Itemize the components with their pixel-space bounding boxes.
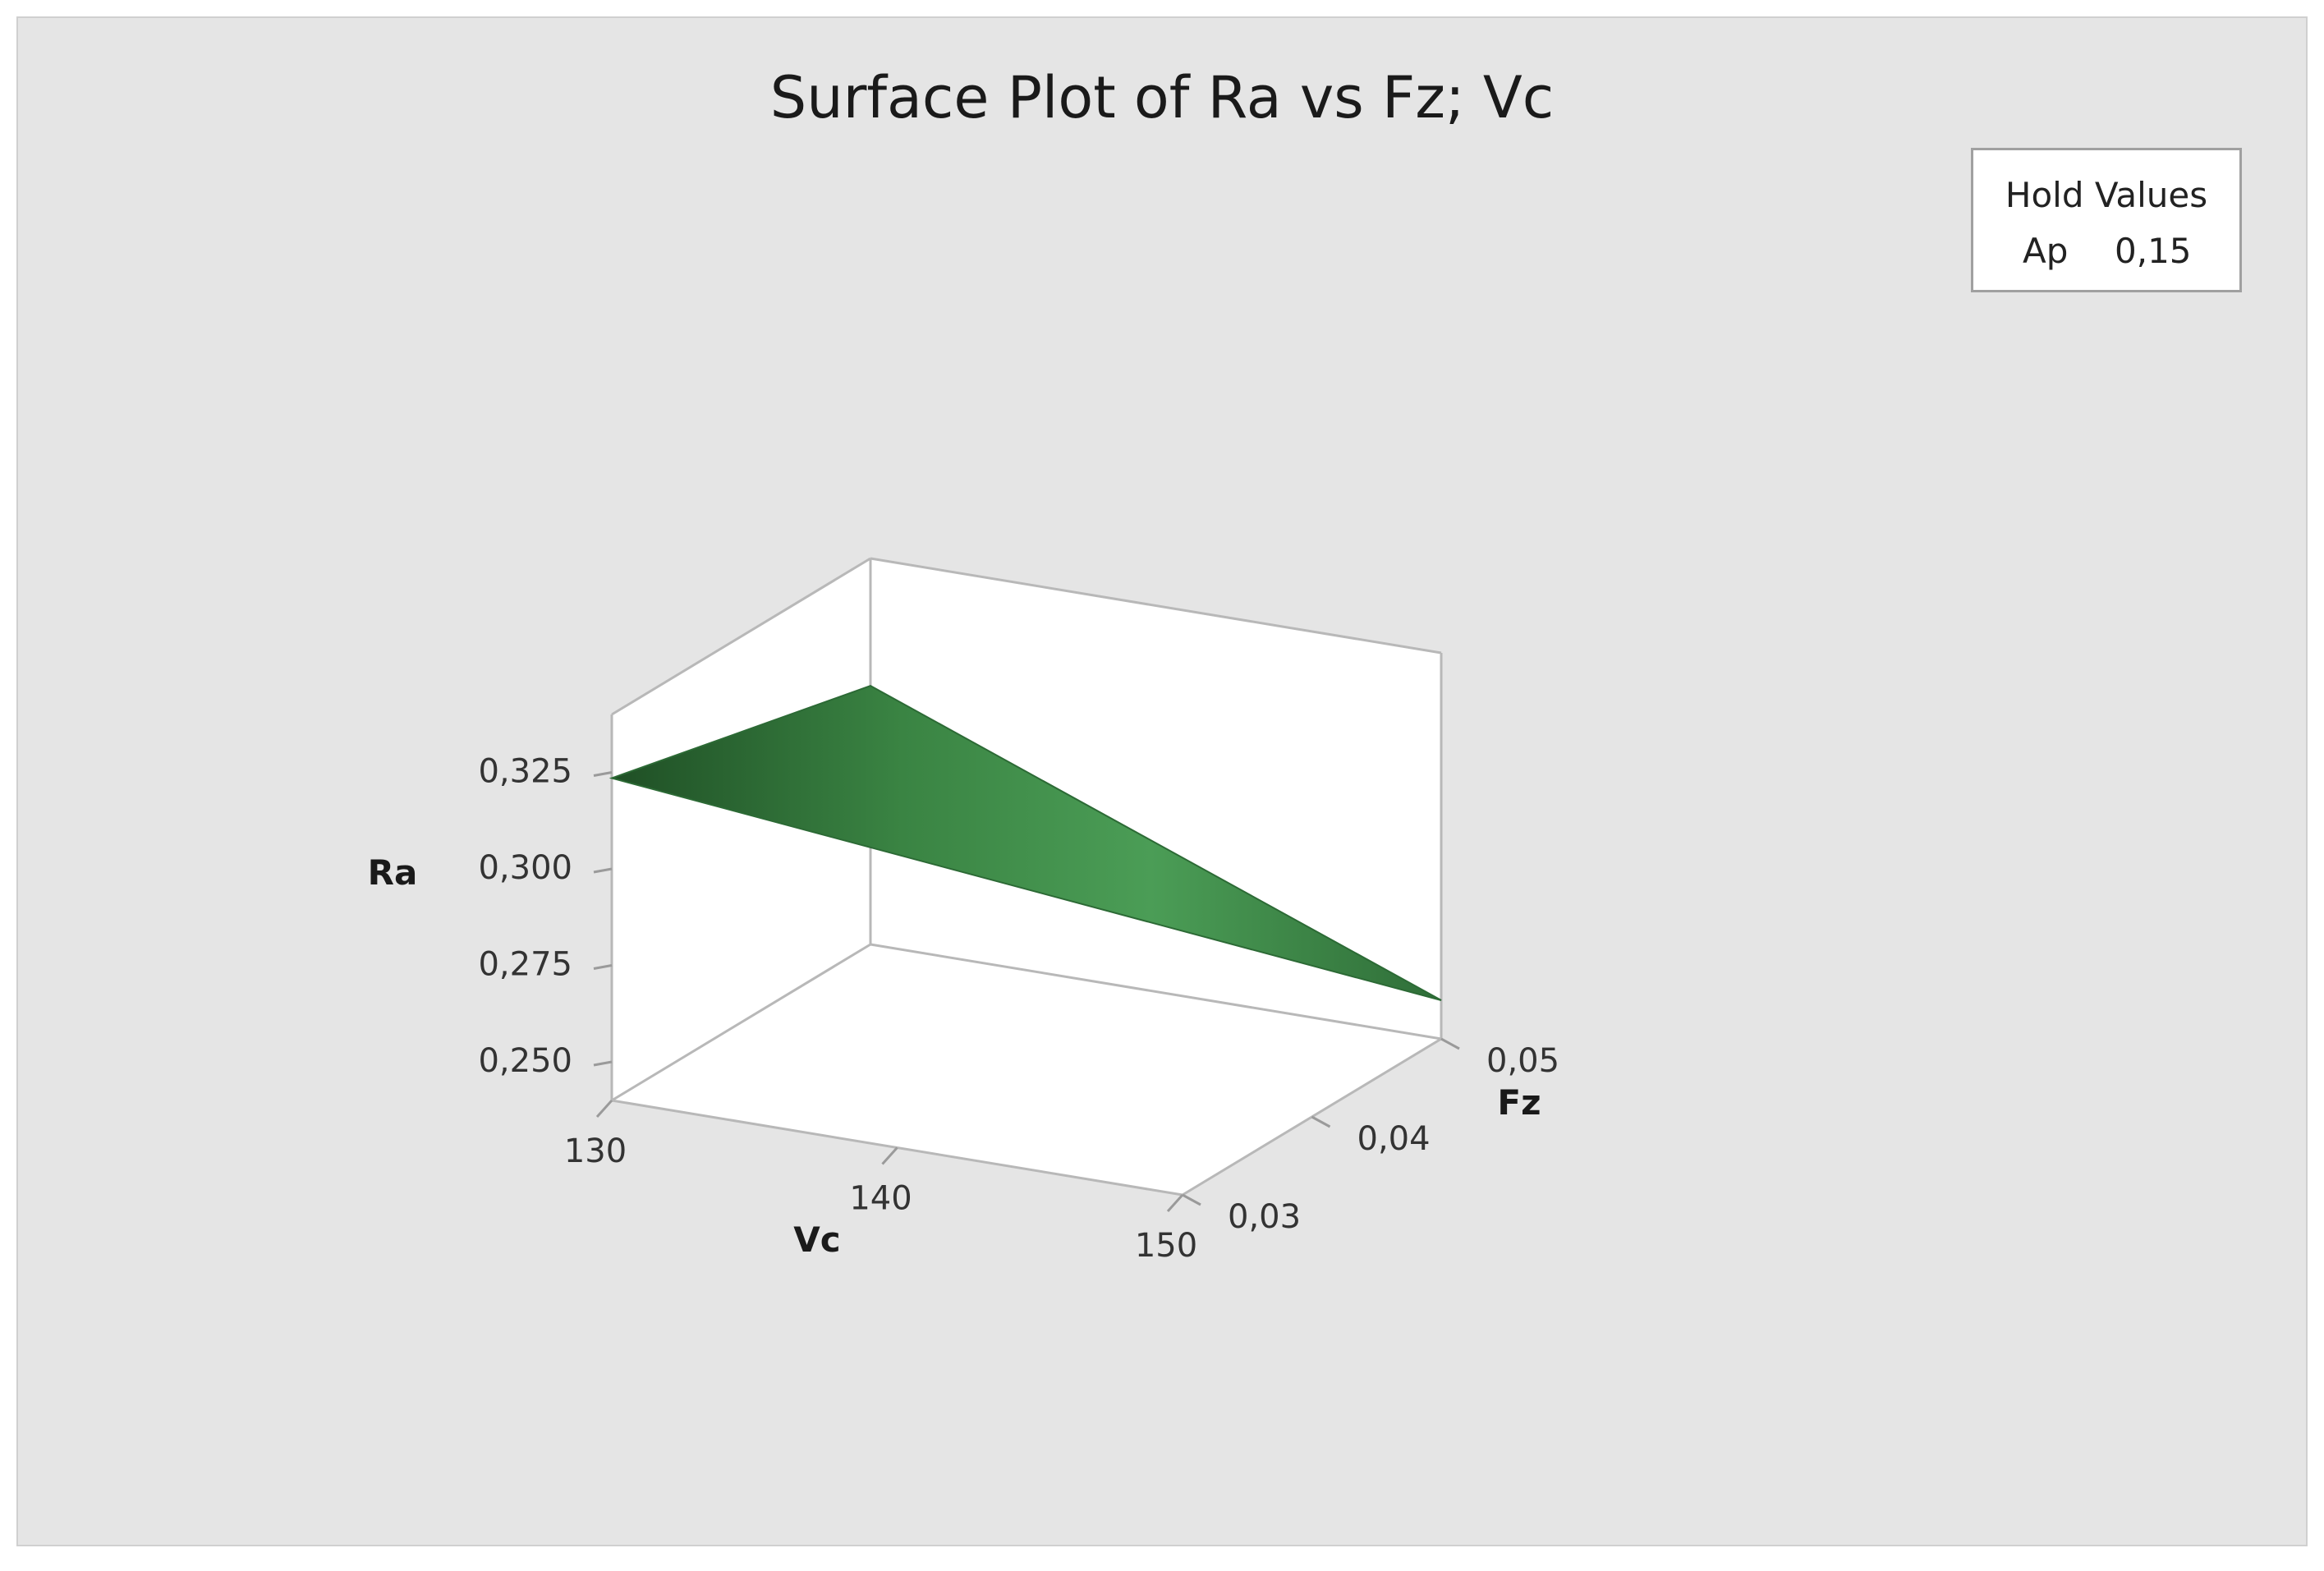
floor-plane <box>612 944 1441 1195</box>
y-tick-mark <box>1182 1193 1201 1206</box>
z-tick-label: 0,250 <box>478 1042 572 1080</box>
z-axis-label: Ra <box>368 852 418 893</box>
x-tick-label: 130 <box>564 1132 627 1170</box>
y-axis-label: Fz <box>1497 1082 1541 1123</box>
z-tick-mark <box>593 771 613 777</box>
z-tick-mark <box>593 1060 613 1067</box>
floor-back-edge <box>870 943 1442 1040</box>
surface-group <box>609 685 1442 1001</box>
floor-left-edge <box>611 943 871 1102</box>
x-tick-mark <box>1166 1193 1184 1213</box>
z-tick-label: 0,275 <box>478 946 572 984</box>
hold-values-name: Ap <box>2023 231 2069 271</box>
plot-box <box>610 557 1443 1197</box>
tick-group: 0,250 0,275 0,300 0,325 130 140 150 0,03 0,04 0,0… <box>478 753 1559 1266</box>
y-tick-label: 0,03 <box>1228 1198 1301 1236</box>
y-tick-mark <box>1440 1037 1460 1050</box>
z-tick-mark <box>593 867 613 874</box>
y-tick-mark <box>1311 1115 1331 1128</box>
y-tick-label: 0,04 <box>1357 1120 1431 1158</box>
x-tick-label: 150 <box>1135 1227 1197 1265</box>
chart-title: Surface Plot of Ra vs Fz; Vc <box>769 64 1555 131</box>
top-back-edge <box>870 557 1442 655</box>
hold-values-title: Hold Values <box>2005 175 2208 215</box>
z-tick-mark <box>593 964 613 970</box>
surface-patch <box>609 685 1442 1001</box>
top-left-edge <box>611 557 871 716</box>
hold-values-box: Hold Values Ap 0,15 <box>1971 148 2242 292</box>
left-wall-plane <box>612 558 870 1100</box>
x-tick-label: 140 <box>849 1180 912 1218</box>
y-tick-label: 0,05 <box>1486 1042 1559 1080</box>
x-tick-mark <box>595 1099 613 1119</box>
back-wall-plane <box>870 558 1441 1039</box>
x-tick-mark <box>881 1146 898 1165</box>
z-tick-label: 0,300 <box>478 849 572 887</box>
x-axis-label: Vc <box>793 1220 840 1260</box>
hold-values-value: 0,15 <box>2115 231 2192 271</box>
z-tick-label: 0,325 <box>478 753 572 791</box>
